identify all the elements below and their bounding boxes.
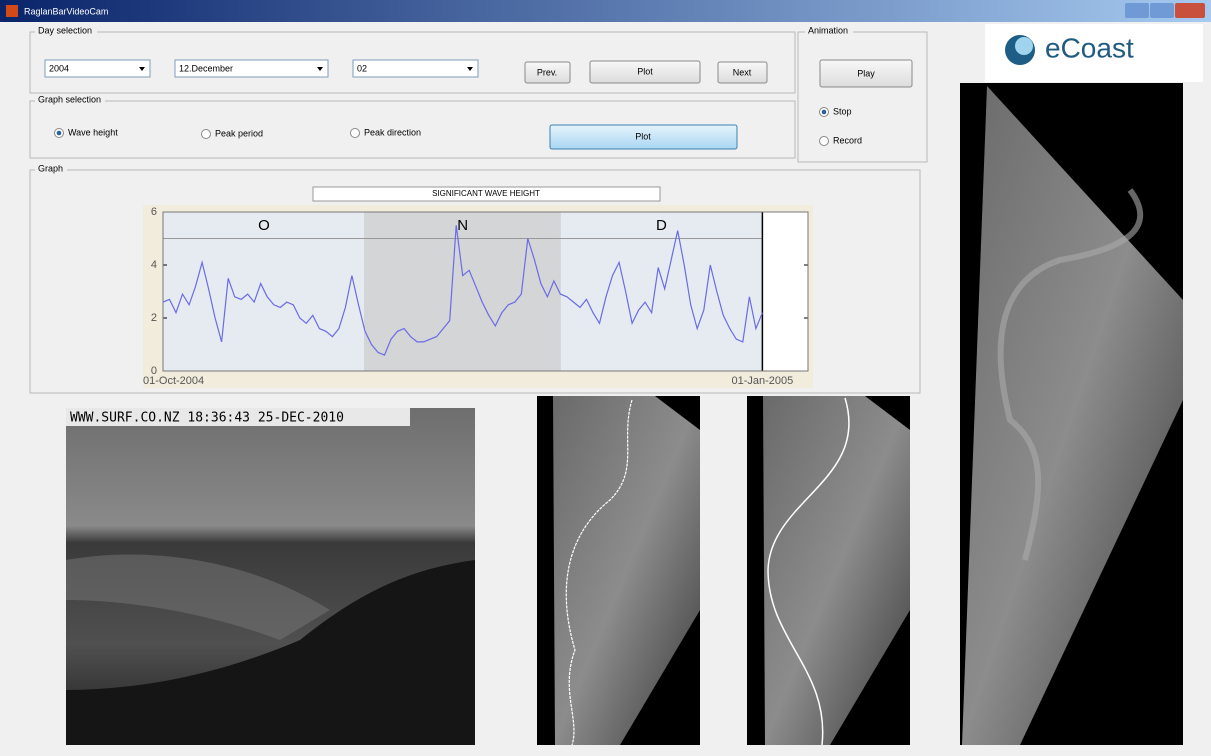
button-label: Next (733, 67, 752, 77)
radio-label: Peak period (215, 128, 263, 138)
camera-overlay: WWW.SURF.CO.NZ 18:36:43 25-DEC-2010 (70, 411, 344, 426)
radio-label: Stop (833, 106, 852, 116)
button-label: Play (857, 68, 875, 78)
y-tick-label: 6 (151, 206, 157, 218)
chart-title: SIGNIFICANT WAVE HEIGHT (432, 189, 540, 198)
month-band (365, 212, 560, 371)
window-title: RaglanBarVideoCam (24, 6, 108, 16)
month-label: O (258, 217, 270, 234)
month-band (560, 212, 762, 371)
title-bar (0, 0, 1211, 22)
month-value: 12.December (179, 63, 233, 73)
day-dropdown[interactable] (353, 60, 478, 77)
panel-label: Graph (38, 163, 63, 173)
close-button[interactable] (1175, 3, 1205, 18)
minimize-button[interactable] (1125, 3, 1149, 18)
radio-button[interactable] (351, 129, 360, 138)
panel-label: Animation (808, 25, 848, 35)
month-label: D (656, 217, 667, 234)
radio-label: Peak direction (364, 127, 421, 137)
panel-label: Graph selection (38, 94, 101, 104)
button-label: Prev. (537, 67, 557, 77)
day-value: 02 (357, 63, 367, 73)
radio-label: Wave height (68, 127, 118, 137)
maximize-button[interactable] (1150, 3, 1174, 18)
panel-label: Day selection (38, 25, 92, 35)
app-icon (6, 5, 18, 17)
month-label: N (457, 217, 468, 234)
button-label: Plot (637, 66, 653, 76)
logo-text: eCoast (1045, 32, 1134, 63)
radio-label: Record (833, 135, 862, 145)
radio-dot (822, 110, 827, 115)
x-tick-label: 01-Oct-2004 (143, 375, 204, 387)
x-tick-label: 01-Jan-2005 (732, 375, 794, 387)
y-tick-label: 4 (151, 259, 157, 271)
radio-group: Wave height Peak period Peak direction (55, 127, 422, 138)
button-label: Plot (635, 131, 651, 141)
radio-button[interactable] (820, 137, 829, 146)
app-window: RaglanBarVideoCam Day selection 2004 12.… (0, 0, 1211, 756)
y-tick-label: 2 (151, 312, 157, 324)
logo-icon-inner (1015, 37, 1033, 55)
radio-dot (57, 131, 62, 136)
radio-button[interactable] (202, 130, 211, 139)
year-value: 2004 (49, 63, 69, 73)
